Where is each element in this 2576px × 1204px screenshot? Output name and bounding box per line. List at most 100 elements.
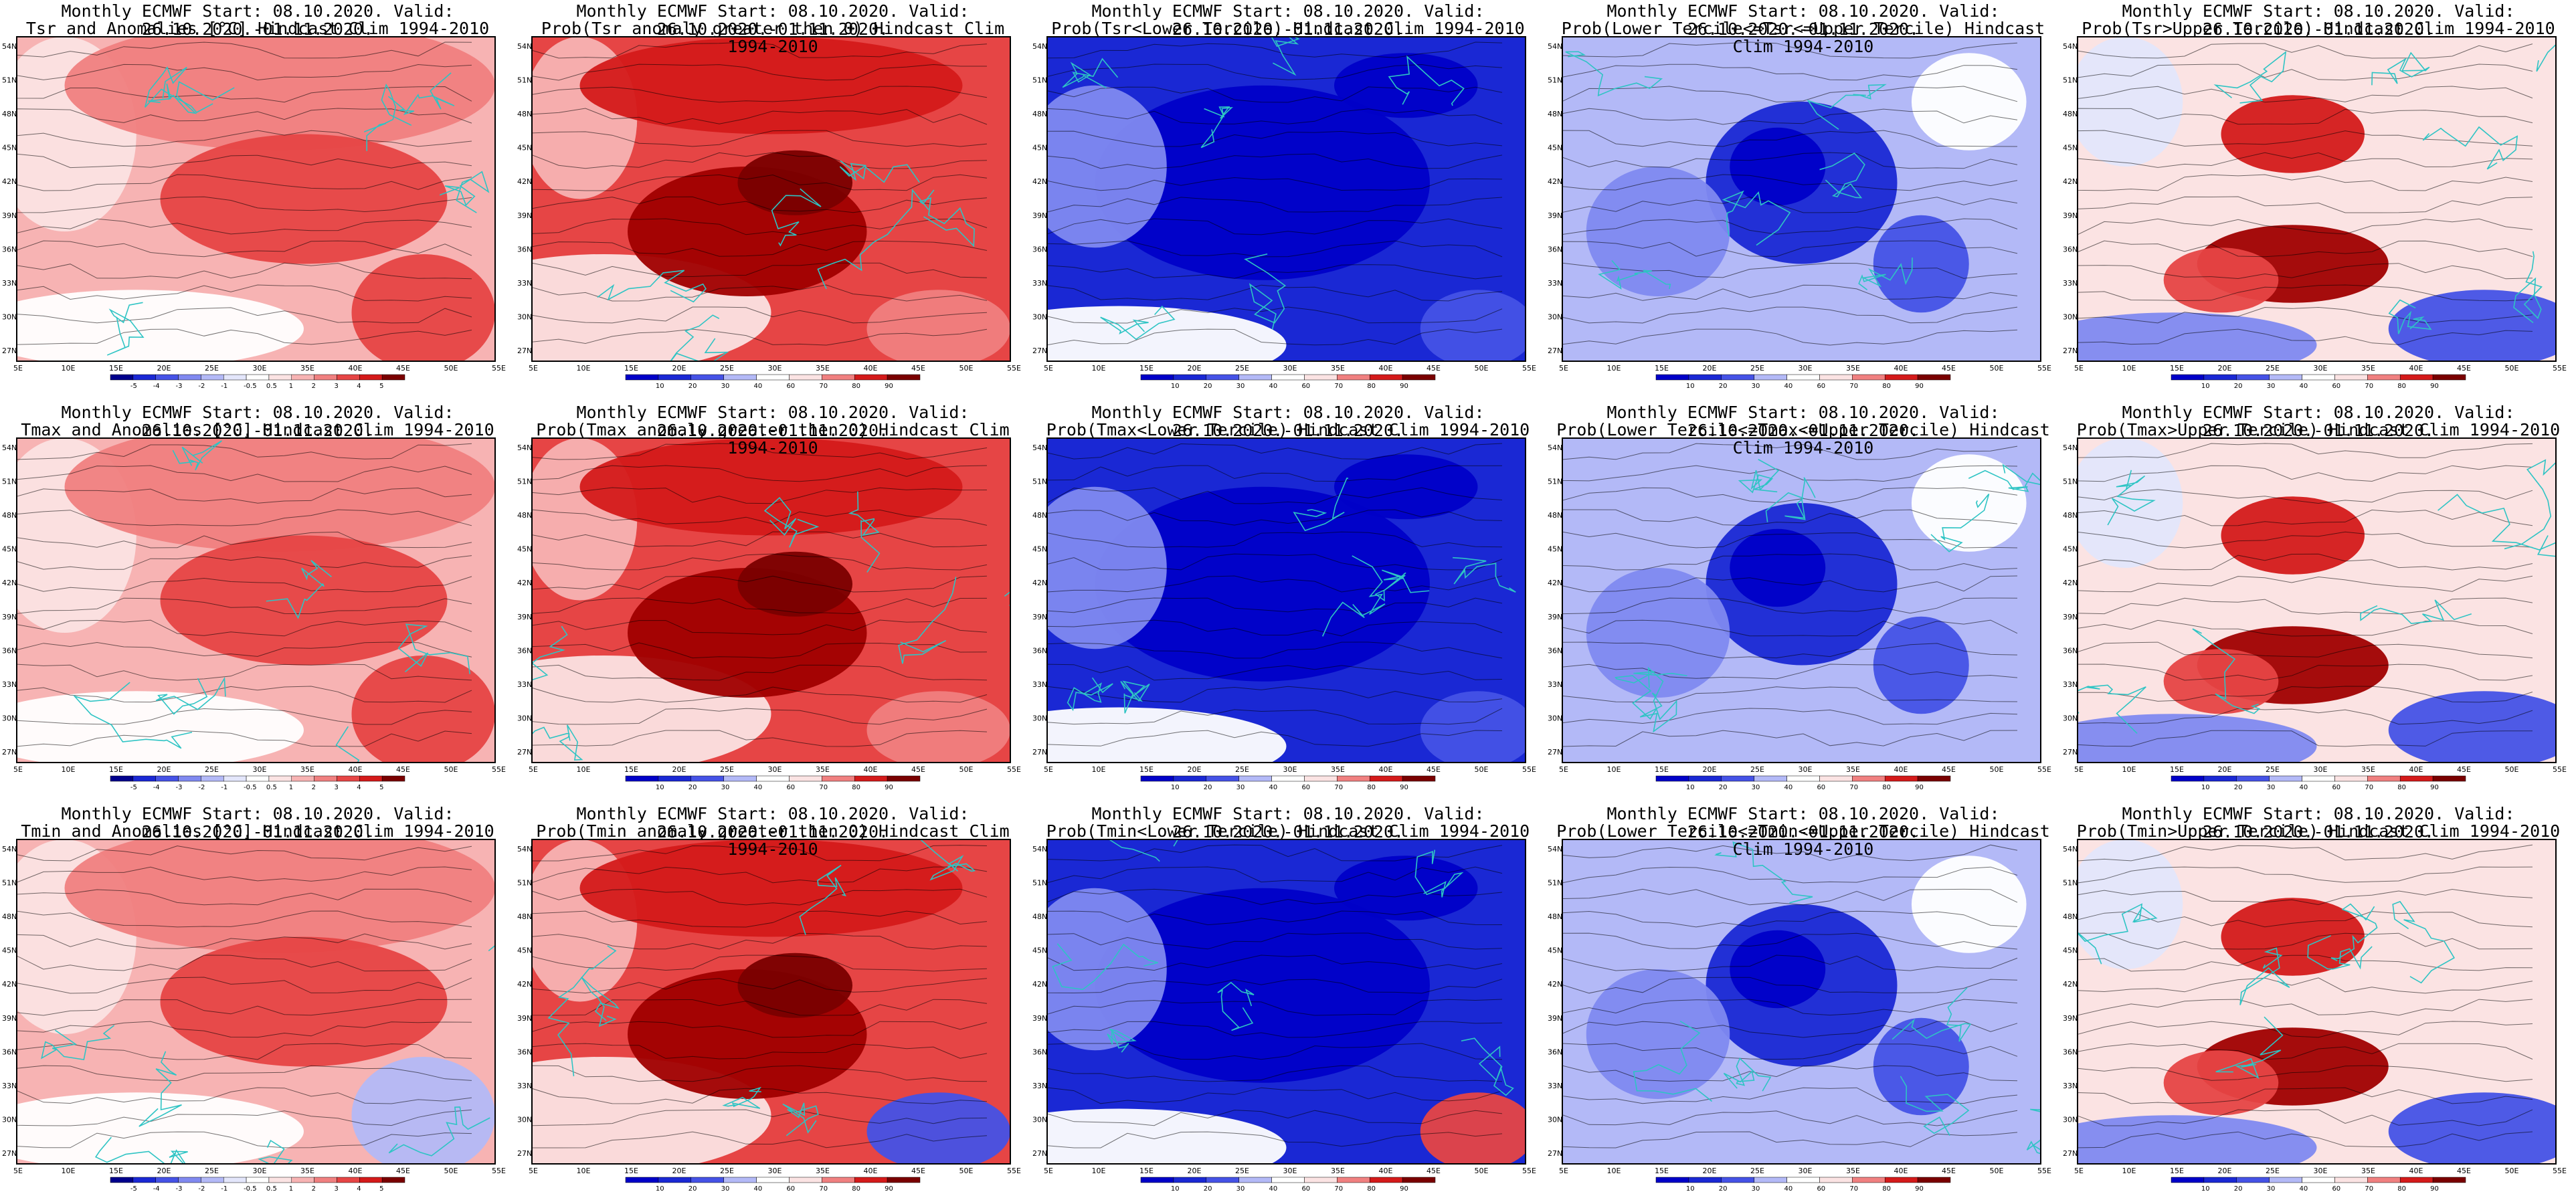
lon-label: 45E: [1427, 364, 1441, 373]
colorbar-swatch: [1271, 374, 1305, 381]
colorbar-swatch: [1206, 775, 1239, 782]
lon-label: 25E: [720, 1167, 734, 1175]
lon-label: 30E: [768, 765, 782, 774]
colorbar-label: 5: [379, 784, 383, 791]
colorbar-label: 40: [1784, 784, 1793, 791]
map-field: [532, 37, 1010, 361]
colorbar-swatch: [625, 775, 659, 782]
colorbar-label: 2: [312, 383, 316, 390]
lat-label: 42N: [1032, 980, 1047, 989]
colorbar-label: 30: [721, 784, 730, 791]
colorbar-swatch: [1688, 775, 1722, 782]
lat-label: 51N: [2063, 879, 2078, 888]
lon-label: 10E: [62, 765, 76, 774]
colorbar-label: 70: [1334, 784, 1343, 791]
lon-label: 30E: [768, 364, 782, 373]
lat-label: 48N: [1032, 912, 1047, 921]
colorbar-swatch: [223, 1177, 247, 1183]
colorbar-label: 70: [1849, 784, 1858, 791]
lon-label: 25E: [205, 364, 219, 373]
colorbar-label: 10: [1686, 784, 1695, 791]
colorbar-swatch: [1688, 374, 1722, 381]
colorbar-swatch: [359, 374, 383, 381]
lat-label: 51N: [517, 76, 532, 85]
map-field: [2078, 438, 2556, 763]
lon-label: 45E: [1427, 765, 1441, 774]
lon-label: 30E: [1283, 765, 1297, 774]
colorbar-label: 70: [2365, 784, 2373, 791]
lat-label: 54N: [1548, 443, 1562, 452]
lat-label: 48N: [2063, 511, 2078, 520]
colorbar-swatch: [1206, 1177, 1239, 1183]
map-panel-r3c3: 54N 51N 48N 45N 42N 39N 36N 33N 30N 27N 5E 10E 15E 20…: [1030, 803, 1546, 1204]
lat-label: 45N: [1032, 144, 1047, 153]
lon-label: 30E: [2314, 364, 2328, 373]
lat-label: 36N: [1032, 245, 1047, 254]
lon-label: 40E: [1379, 1167, 1393, 1175]
panel-title-line2: Prob(Tsr anomaly greater then 0) Hindcas…: [541, 19, 1005, 56]
lat-label: 39N: [2063, 613, 2078, 621]
colorbar-swatch: [132, 374, 156, 381]
lon-label: 40E: [1379, 765, 1393, 774]
colorbar-label: 10: [1686, 1185, 1695, 1193]
colorbar-label: 60: [1301, 1185, 1310, 1193]
lon-label: 15E: [624, 1167, 638, 1175]
colorbar-swatch: [1369, 1177, 1403, 1183]
lat-label: 39N: [2063, 1014, 2078, 1023]
colorbar-label: 60: [786, 383, 795, 390]
map-panel-r2c5: 54N 51N 48N 45N 42N 39N 36N 33N 30N 27N 5E 10E 15E 20…: [2061, 401, 2576, 803]
colorbar-swatch: [223, 374, 247, 381]
lon-label: 35E: [816, 765, 830, 774]
lat-label: 42N: [1032, 579, 1047, 587]
colorbar-swatch: [1754, 374, 1787, 381]
lon-label: 5E: [1044, 1167, 1053, 1175]
colorbar-label: 20: [1204, 784, 1212, 791]
colorbar-swatch: [2269, 374, 2302, 381]
lon-label: 10E: [1092, 1167, 1106, 1175]
lon-label: 20E: [1703, 1167, 1717, 1175]
lon-label: 55E: [1007, 1167, 1021, 1175]
lon-label: 15E: [1139, 1167, 1154, 1175]
lat-label: 48N: [1032, 511, 1047, 520]
colorbar-swatch: [822, 374, 855, 381]
lon-label: 40E: [1894, 364, 1908, 373]
lon-label: 10E: [2122, 765, 2136, 774]
lat-label: 42N: [517, 980, 532, 989]
lon-label: 5E: [1044, 765, 1053, 774]
lat-label: 36N: [1032, 646, 1047, 655]
lat-label: 27N: [2, 748, 17, 757]
lon-label: 50E: [1475, 1167, 1489, 1175]
colorbar-label: 5: [379, 383, 383, 390]
map-field: [1047, 37, 1526, 361]
map-field: [17, 839, 495, 1164]
colorbar-swatch: [1884, 374, 1918, 381]
lon-label: 5E: [1559, 765, 1568, 774]
lon-label: 40E: [349, 364, 363, 373]
lon-label: 20E: [672, 1167, 686, 1175]
map-panel-r2c3: 54N 51N 48N 45N 42N 39N 36N 33N 30N 27N 5E 10E 15E 20…: [1030, 401, 1546, 803]
colorbar-swatch: [1173, 775, 1207, 782]
lon-label: 15E: [2170, 364, 2184, 373]
lat-label: 51N: [1548, 879, 1562, 888]
colorbar-label: 5: [379, 1185, 383, 1193]
lon-label: 15E: [1139, 364, 1154, 373]
lon-label: 20E: [1703, 765, 1717, 774]
lon-label: 35E: [1331, 765, 1345, 774]
panel-title-line2: Prob(Tmin anomaly greater then 0) Hindca…: [536, 821, 1010, 859]
lat-label: 45N: [2, 144, 17, 153]
lat-label: 33N: [2, 279, 17, 288]
colorbar-swatch: [2236, 775, 2270, 782]
lon-label: 20E: [1188, 364, 1202, 373]
colorbar-label: -0.5: [244, 1185, 257, 1193]
lon-label: 30E: [253, 364, 267, 373]
colorbar-label: 0.5: [266, 1185, 277, 1193]
colorbar-swatch: [1304, 775, 1338, 782]
lat-label: 39N: [2, 211, 17, 220]
colorbar-swatch: [1721, 1177, 1754, 1183]
colorbar-label: 30: [1752, 1185, 1760, 1193]
colorbar-label: 10: [1171, 383, 1180, 390]
colorbar-swatch: [625, 374, 659, 381]
colorbar-label: 1: [289, 1185, 293, 1193]
colorbar-label: 40: [754, 383, 763, 390]
lat-label: 42N: [1548, 980, 1562, 989]
